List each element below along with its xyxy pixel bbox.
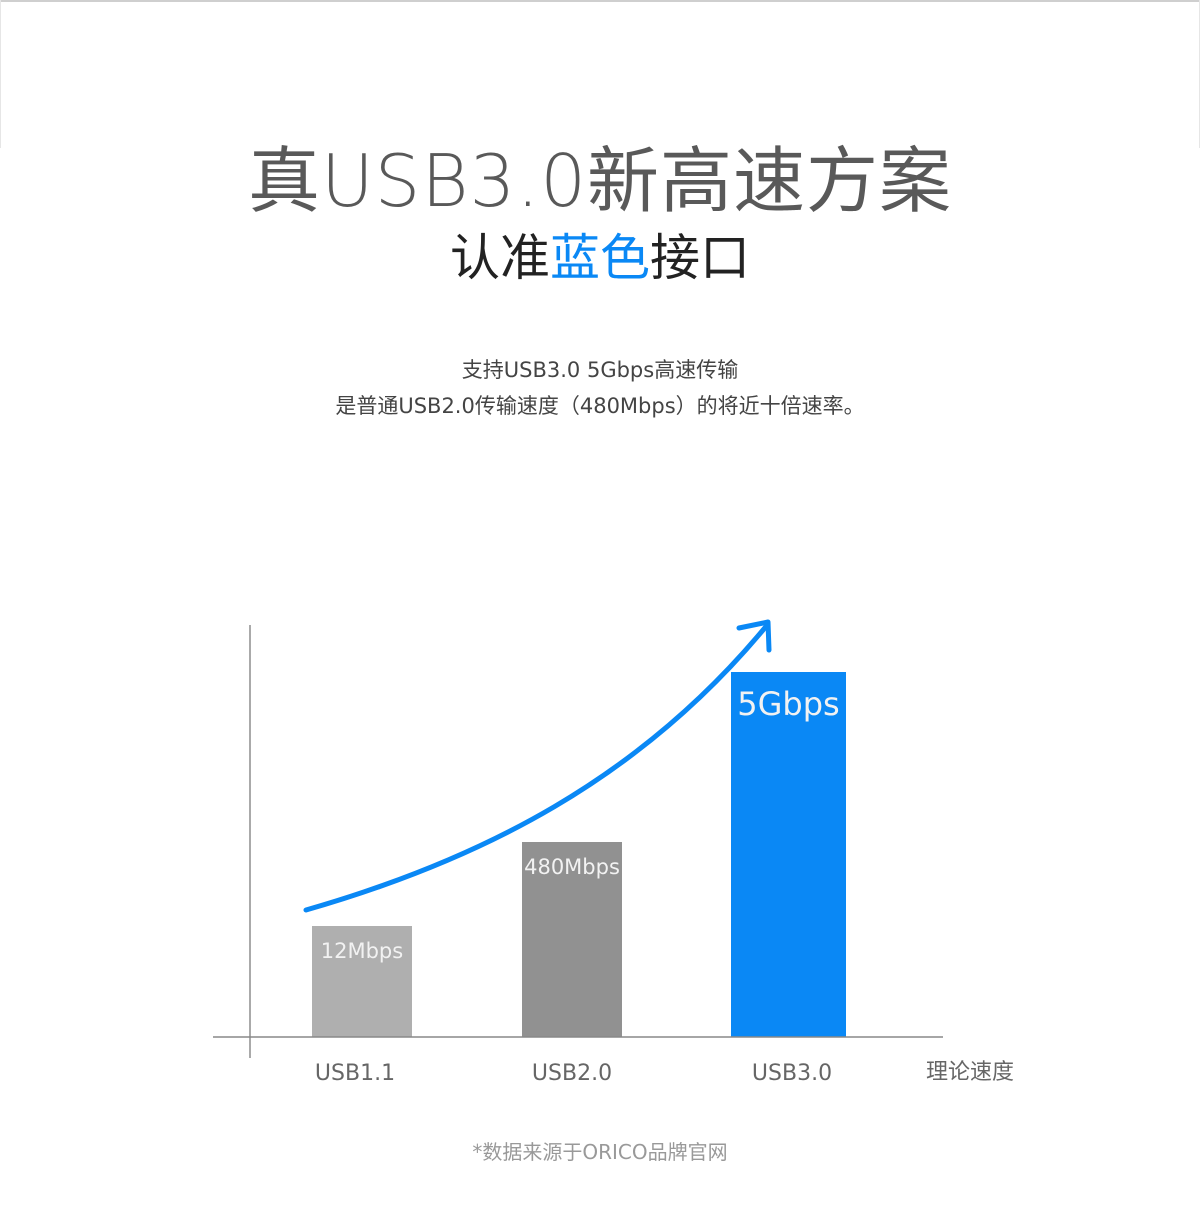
x-axis-label: 理论速度 <box>926 1060 1014 1085</box>
subheadline-prefix: 认准 <box>450 229 550 287</box>
trend-arrow-curve <box>303 621 771 913</box>
footnote: *数据来源于ORICO品牌官网 <box>472 1140 728 1164</box>
left-border <box>0 0 1 148</box>
bar-usb3-0 <box>731 672 846 1037</box>
data-label: 5Gbps <box>737 685 839 723</box>
subheadline-highlight: 蓝色 <box>550 229 650 287</box>
headline: 真USB3.0新高速方案 <box>247 139 953 223</box>
data-label: 12Mbps <box>321 939 403 963</box>
subheadline-suffix: 接口 <box>650 229 750 287</box>
trend-arrow-head-icon <box>736 619 772 653</box>
data-label: 480Mbps <box>524 855 620 879</box>
description-line-1: 支持USB3.0 5Gbps高速传输 <box>461 358 739 382</box>
top-border <box>0 0 1200 2</box>
bar-usb1-1 <box>312 926 412 1037</box>
x-tick-label: USB1.1 <box>315 1061 395 1086</box>
description-line-2: 是普通USB2.0传输速度（480Mbps）的将近十倍速率。 <box>335 394 865 418</box>
x-tick-label: USB2.0 <box>532 1061 612 1086</box>
subheadline: 认准蓝色接口 <box>0 218 1200 290</box>
x-tick-label: USB3.0 <box>752 1061 832 1086</box>
bar-usb2-0 <box>522 842 622 1037</box>
